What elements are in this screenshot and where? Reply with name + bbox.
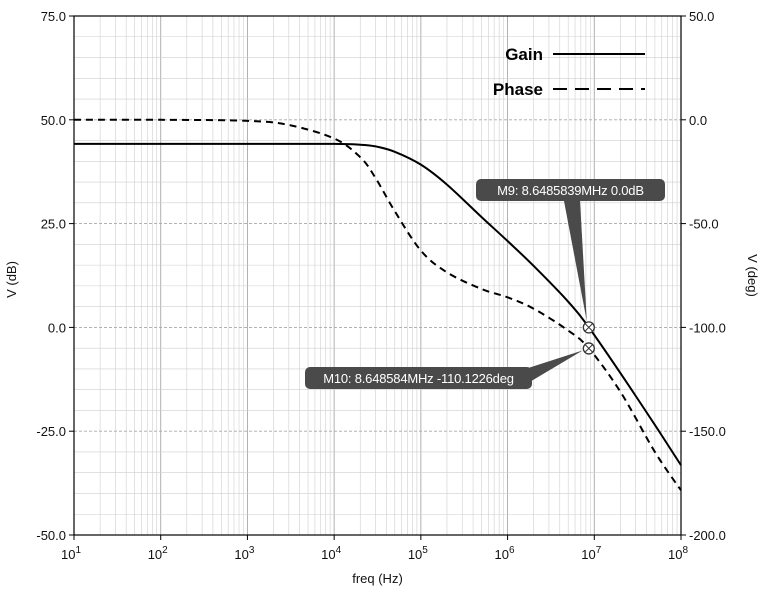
y-right-tick-label: -200.0 (689, 528, 726, 543)
x-tick-exponent: 8 (682, 545, 688, 556)
y-right-tick-label: 0.0 (689, 113, 707, 128)
y-axis-label-right: V (deg) (745, 254, 760, 297)
x-tick-exponent: 5 (422, 545, 428, 556)
legend-label-gain: Gain (505, 45, 543, 64)
series-line-gain (74, 142, 682, 466)
x-tick-exponent: 3 (249, 545, 255, 556)
x-tick-exponent: 2 (162, 545, 168, 556)
y-right-tick-label: -100.0 (689, 320, 726, 335)
y-right-tick-label: -150.0 (689, 424, 726, 439)
x-tick-exponent: 1 (75, 545, 81, 556)
marker-label: M10: 8.648584MHz -110.1226deg (323, 371, 514, 386)
x-tick-exponent: 7 (596, 545, 602, 556)
marker-cross (584, 344, 593, 353)
axis-ticks: 101 102 103 104 105 106 107 10875.050.025.00.0-… (36, 9, 726, 562)
x-tick-exponent: 6 (509, 545, 515, 556)
x-axis-label: freq (Hz) (352, 571, 403, 586)
marker-label-box (305, 367, 532, 389)
series-line-phase (73, 118, 682, 491)
marker-callout-pointer (522, 350, 583, 383)
marker-label: M9: 8.6485839MHz 0.0dB (497, 183, 644, 198)
y-right-tick-label: -50.0 (689, 217, 719, 232)
y-right-tick-label: 50.0 (689, 9, 714, 24)
x-tick-exponent: 4 (336, 545, 342, 556)
series-layer (73, 118, 682, 491)
marker-label-box (476, 179, 665, 201)
y-left-tick-label: 0.0 (48, 320, 66, 335)
legend-label-phase: Phase (493, 80, 543, 99)
y-left-tick-label: 50.0 (41, 113, 66, 128)
y-left-tick-label: -50.0 (36, 528, 66, 543)
y-axis-label-left: V (dB) (4, 261, 19, 298)
grid (73, 15, 681, 536)
markers-layer: M9: 8.6485839MHz 0.0dB M10: 8.648584MHz -… (305, 179, 665, 389)
legend: Gain Phase (493, 45, 645, 99)
marker-callout-pointer (564, 201, 587, 322)
marker-cross (584, 323, 593, 332)
y-left-tick-label: 25.0 (41, 217, 66, 232)
y-left-tick-label: -25.0 (36, 424, 66, 439)
y-left-tick-label: 75.0 (41, 9, 66, 24)
plot-frame (73, 15, 682, 536)
